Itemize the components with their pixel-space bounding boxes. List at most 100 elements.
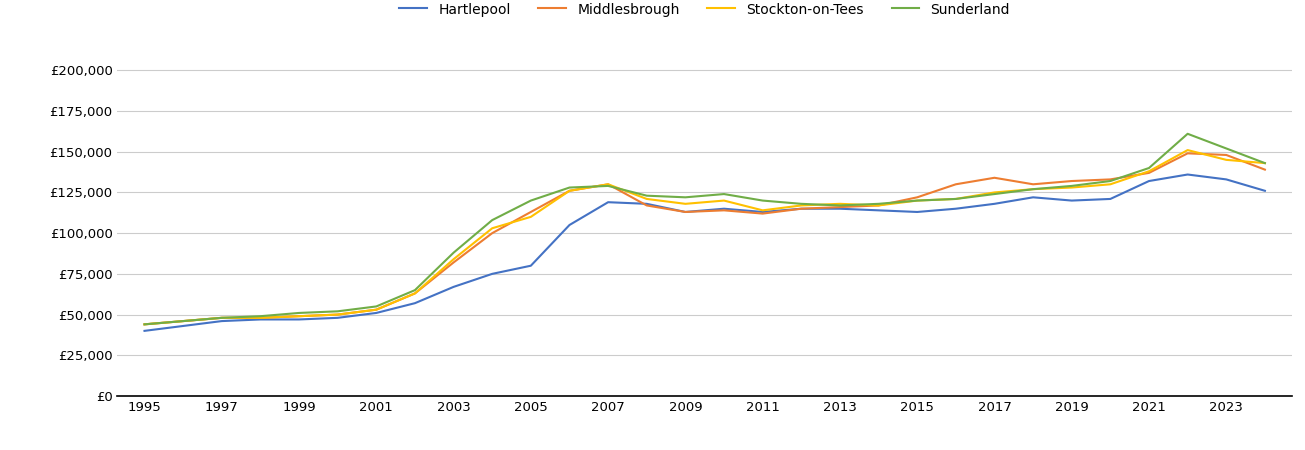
Stockton-on-Tees [1257, 160, 1272, 166]
Hartlepool [716, 206, 732, 211]
Stockton-on-Tees [754, 207, 770, 213]
Sunderland [175, 319, 191, 324]
Sunderland [677, 194, 693, 200]
Stockton-on-Tees [368, 307, 384, 312]
Stockton-on-Tees [523, 214, 539, 220]
Stockton-on-Tees [870, 203, 886, 208]
Hartlepool [833, 206, 848, 211]
Hartlepool [523, 263, 539, 268]
Stockton-on-Tees [677, 201, 693, 207]
Hartlepool [330, 315, 346, 320]
Middlesbrough [561, 188, 577, 194]
Middlesbrough [446, 260, 462, 265]
Middlesbrough [833, 204, 848, 210]
Sunderland [1257, 160, 1272, 166]
Sunderland [600, 183, 616, 189]
Middlesbrough [407, 291, 423, 296]
Stockton-on-Tees [716, 198, 732, 203]
Legend: Hartlepool, Middlesbrough, Stockton-on-Tees, Sunderland: Hartlepool, Middlesbrough, Stockton-on-T… [399, 3, 1010, 17]
Hartlepool [1141, 178, 1156, 184]
Hartlepool [175, 323, 191, 328]
Hartlepool [253, 317, 269, 322]
Sunderland [291, 310, 307, 315]
Hartlepool [600, 199, 616, 205]
Stockton-on-Tees [214, 315, 230, 320]
Sunderland [561, 185, 577, 190]
Hartlepool [407, 301, 423, 306]
Sunderland [407, 288, 423, 293]
Sunderland [1103, 178, 1118, 184]
Hartlepool [754, 209, 770, 215]
Sunderland [910, 198, 925, 203]
Middlesbrough [1257, 167, 1272, 172]
Hartlepool [1180, 172, 1195, 177]
Sunderland [1026, 186, 1041, 192]
Hartlepool [793, 206, 809, 211]
Line: Middlesbrough: Middlesbrough [145, 153, 1265, 324]
Hartlepool [137, 328, 153, 333]
Hartlepool [947, 206, 963, 211]
Middlesbrough [1064, 178, 1079, 184]
Middlesbrough [910, 194, 925, 200]
Hartlepool [368, 310, 384, 315]
Hartlepool [910, 209, 925, 215]
Sunderland [368, 304, 384, 309]
Middlesbrough [1141, 170, 1156, 176]
Middlesbrough [1219, 152, 1235, 158]
Stockton-on-Tees [561, 188, 577, 194]
Sunderland [523, 198, 539, 203]
Hartlepool [214, 319, 230, 324]
Hartlepool [1064, 198, 1079, 203]
Middlesbrough [137, 322, 153, 327]
Line: Sunderland: Sunderland [145, 134, 1265, 324]
Stockton-on-Tees [446, 256, 462, 262]
Middlesbrough [253, 315, 269, 320]
Sunderland [446, 250, 462, 256]
Middlesbrough [600, 182, 616, 187]
Sunderland [870, 201, 886, 207]
Stockton-on-Tees [1141, 169, 1156, 174]
Stockton-on-Tees [947, 196, 963, 202]
Middlesbrough [716, 207, 732, 213]
Sunderland [137, 322, 153, 327]
Hartlepool [639, 201, 655, 207]
Stockton-on-Tees [793, 203, 809, 208]
Stockton-on-Tees [484, 225, 500, 231]
Stockton-on-Tees [639, 196, 655, 202]
Stockton-on-Tees [1026, 186, 1041, 192]
Line: Stockton-on-Tees: Stockton-on-Tees [145, 150, 1265, 324]
Stockton-on-Tees [833, 201, 848, 207]
Stockton-on-Tees [291, 314, 307, 319]
Sunderland [793, 201, 809, 207]
Sunderland [754, 198, 770, 203]
Middlesbrough [677, 209, 693, 215]
Line: Hartlepool: Hartlepool [145, 175, 1265, 331]
Sunderland [987, 191, 1002, 197]
Middlesbrough [639, 203, 655, 208]
Sunderland [214, 315, 230, 320]
Middlesbrough [1026, 182, 1041, 187]
Hartlepool [1257, 188, 1272, 194]
Hartlepool [870, 207, 886, 213]
Sunderland [833, 203, 848, 208]
Hartlepool [484, 271, 500, 277]
Stockton-on-Tees [330, 312, 346, 317]
Stockton-on-Tees [407, 291, 423, 296]
Middlesbrough [870, 203, 886, 208]
Sunderland [947, 196, 963, 202]
Sunderland [1141, 165, 1156, 171]
Stockton-on-Tees [253, 315, 269, 320]
Hartlepool [1026, 194, 1041, 200]
Sunderland [1180, 131, 1195, 136]
Middlesbrough [291, 314, 307, 319]
Stockton-on-Tees [1180, 148, 1195, 153]
Middlesbrough [523, 209, 539, 215]
Middlesbrough [987, 175, 1002, 180]
Hartlepool [987, 201, 1002, 207]
Middlesbrough [754, 211, 770, 216]
Stockton-on-Tees [137, 322, 153, 327]
Middlesbrough [368, 307, 384, 312]
Hartlepool [1103, 196, 1118, 202]
Stockton-on-Tees [1219, 157, 1235, 162]
Stockton-on-Tees [1103, 182, 1118, 187]
